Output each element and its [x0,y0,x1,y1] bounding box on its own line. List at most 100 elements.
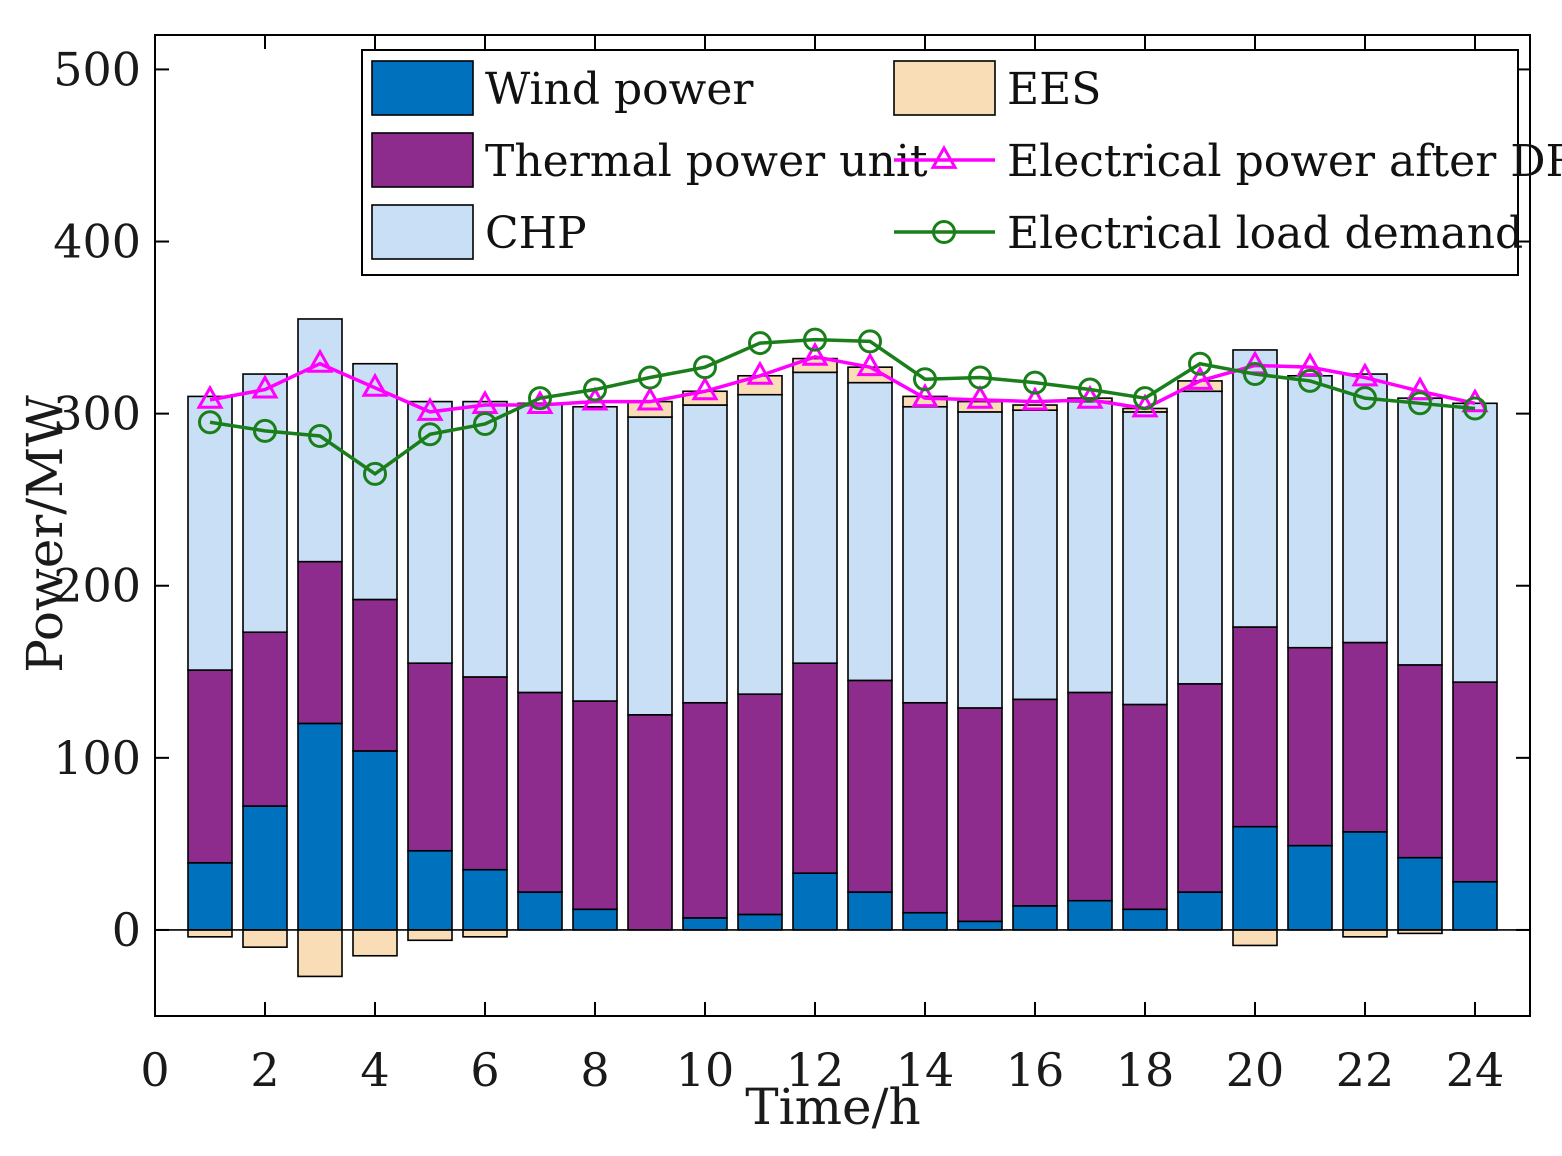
x-axis-title: Time/h [745,1078,920,1136]
bar-ees-2 [242,929,288,948]
bar-wind-power-12 [792,872,838,931]
point-electrical-power-after-dr-9 [636,386,664,411]
legend-label-electrical-power-after-dr: Electrical power after DR [1007,136,1562,187]
bar-wind-power-8 [572,908,618,931]
bar-chp-19 [1177,390,1223,685]
x-tick-label-16: 16 [1006,1043,1065,1097]
bar-thermal-power-unit-8 [572,700,618,911]
point-electrical-load-demand-3 [308,424,332,449]
y-tick-label-200: 200 [53,559,141,613]
bar-wind-power-18 [1122,908,1168,931]
lines-layer [196,327,1489,486]
bar-ees-22 [1342,929,1388,938]
point-electrical-power-after-dr-21 [1296,352,1324,377]
bar-thermal-power-unit-22 [1342,641,1388,833]
point-electrical-load-demand-10 [693,355,717,380]
legend-marker-electrical-load-demand [932,220,956,244]
x-tick-label-4: 4 [360,1043,389,1097]
bar-chp-4 [352,362,398,601]
bar-chp-9 [627,416,673,716]
bar-thermal-power-unit-24 [1452,681,1498,883]
bar-wind-power-11 [737,913,783,931]
point-electrical-power-after-dr-15 [966,384,994,409]
bar-chp-7 [517,402,563,694]
point-electrical-power-after-dr-12 [801,341,829,366]
bar-wind-power-6 [462,868,508,931]
bar-chp-15 [957,411,1003,709]
x-tick-label-8: 8 [580,1043,609,1097]
bar-chp-1 [187,395,233,671]
point-electrical-power-after-dr-14 [911,383,939,408]
bar-wind-power-16 [1012,905,1058,931]
bar-wind-power-10 [682,917,728,931]
bar-chp-16 [1012,409,1058,701]
plot-frame [154,34,1531,1017]
bar-ees-1 [187,929,233,938]
x-tick-label-2: 2 [250,1043,279,1097]
bar-thermal-power-unit-20 [1232,626,1278,828]
point-electrical-load-demand-22 [1353,386,1377,411]
bar-ees-4 [352,929,398,957]
point-electrical-load-demand-15 [968,365,992,390]
bar-wind-power-5 [407,849,453,931]
legend: Wind power Thermal power unit CHP EES Electr… [361,49,1562,276]
bar-wind-power-1 [187,862,233,931]
bar-ees-6 [462,929,508,938]
bar-wind-power-2 [242,805,288,931]
x-tick-label-18: 18 [1116,1043,1175,1097]
bar-wind-power-15 [957,920,1003,931]
bar-wind-power-24 [1452,880,1498,931]
bar-chp-20 [1232,349,1278,628]
bar-ees-20 [1232,929,1278,947]
bar-chp-2 [242,373,288,634]
point-electrical-load-demand-18 [1133,386,1157,411]
bar-chp-12 [792,371,838,664]
y-tick-label-500: 500 [53,42,141,96]
bar-chp-21 [1287,374,1333,649]
bar-thermal-power-unit-17 [1067,691,1113,902]
bar-chp-14 [902,405,948,704]
bar-thermal-power-unit-3 [297,560,343,725]
point-electrical-load-demand-1 [198,410,222,435]
x-tick-label-22: 22 [1336,1043,1395,1097]
legend-swatch-ees [893,60,996,116]
legend-label-electrical-load-demand: Electrical load demand [1007,208,1523,259]
bar-thermal-power-unit-9 [627,714,673,931]
point-electrical-load-demand-14 [913,367,937,392]
bar-thermal-power-unit-1 [187,669,233,864]
line-electrical-power-after-dr [209,355,1476,414]
point-electrical-power-after-dr-10 [691,376,719,401]
point-electrical-load-demand-11 [748,331,772,356]
x-tick-label-12: 12 [786,1043,845,1097]
point-electrical-load-demand-20 [1243,362,1267,387]
point-electrical-load-demand-23 [1408,391,1432,416]
point-electrical-load-demand-17 [1078,377,1102,402]
legend-swatch-chp [371,204,474,260]
bar-thermal-power-unit-12 [792,662,838,874]
bar-thermal-power-unit-5 [407,662,453,852]
bar-thermal-power-unit-4 [352,598,398,752]
x-tick-label-6: 6 [470,1043,499,1097]
bar-wind-power-13 [847,891,893,931]
bar-thermal-power-unit-6 [462,676,508,871]
legend-swatch-thermal-power-unit [371,132,474,188]
x-tick-label-14: 14 [896,1043,955,1097]
bar-wind-power-19 [1177,891,1223,931]
bar-chp-17 [1067,400,1113,694]
bar-thermal-power-unit-15 [957,707,1003,923]
point-electrical-load-demand-13 [858,329,882,354]
bar-thermal-power-unit-19 [1177,683,1223,893]
bar-wind-power-22 [1342,831,1388,931]
point-electrical-power-after-dr-22 [1351,362,1379,387]
bar-thermal-power-unit-16 [1012,698,1058,907]
bar-ees-3 [297,929,343,978]
point-electrical-load-demand-5 [418,422,442,447]
bar-chp-10 [682,404,728,704]
point-electrical-load-demand-16 [1023,370,1047,395]
x-tick-label-20: 20 [1226,1043,1285,1097]
bar-thermal-power-unit-2 [242,631,288,807]
bar-thermal-power-unit-21 [1287,646,1333,847]
legend-label-chp: CHP [485,208,587,259]
